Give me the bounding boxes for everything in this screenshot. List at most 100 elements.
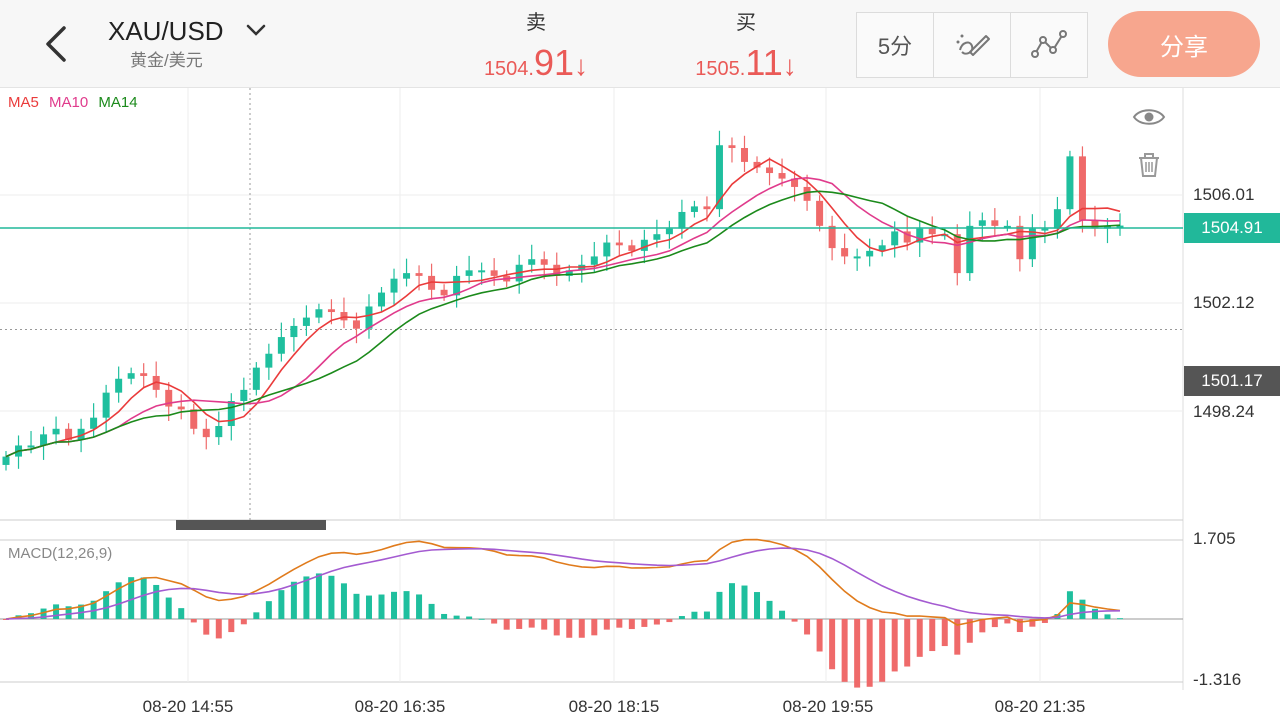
ma-legend: MA5 MA10 MA14 bbox=[8, 94, 144, 111]
candle-body bbox=[290, 325, 298, 338]
eye-icon[interactable] bbox=[1132, 104, 1166, 130]
macd-bar bbox=[403, 591, 410, 619]
macd-bar bbox=[53, 604, 60, 619]
macd-bar bbox=[766, 600, 773, 619]
macd-bar bbox=[3, 619, 9, 620]
macd-dif-line bbox=[5, 538, 1121, 626]
share-button[interactable]: 分享 bbox=[1108, 11, 1260, 77]
buy-quote[interactable]: 买 1505.11↓ bbox=[666, 6, 826, 84]
time-tick: 08-20 21:35 bbox=[994, 697, 1086, 716]
macd-bar bbox=[203, 619, 210, 635]
down-arrow-icon: ↓ bbox=[782, 50, 797, 81]
interval-button[interactable]: 5分 bbox=[857, 13, 934, 77]
macd-bar bbox=[466, 616, 473, 619]
buy-price: 1505.11↓ bbox=[695, 42, 797, 83]
indicator-button[interactable] bbox=[1011, 13, 1087, 77]
macd-bar bbox=[253, 612, 260, 619]
chevron-down-icon[interactable] bbox=[244, 20, 268, 40]
macd-bar bbox=[428, 603, 435, 619]
sell-quote[interactable]: 卖 1504.91↓ bbox=[456, 6, 616, 84]
candle-body bbox=[352, 320, 360, 329]
macd-bar bbox=[40, 608, 47, 619]
macd-bar bbox=[441, 613, 448, 619]
macd-bar bbox=[478, 618, 485, 620]
candle-body bbox=[841, 248, 849, 257]
macd-tick-top: 1.705 bbox=[1193, 529, 1236, 548]
candle-body bbox=[115, 378, 123, 393]
candle-body bbox=[828, 225, 836, 249]
time-tick: 08-20 18:15 bbox=[568, 697, 660, 716]
candle-body bbox=[378, 292, 386, 307]
candle-body bbox=[565, 270, 573, 276]
candle-body bbox=[252, 367, 260, 390]
macd-bar bbox=[553, 619, 560, 636]
macd-bar bbox=[378, 594, 385, 619]
candle-body bbox=[1078, 156, 1086, 221]
macd-dea-line bbox=[5, 547, 1121, 620]
macd-label: MACD(12,26,9) bbox=[8, 545, 113, 562]
macd-bar bbox=[491, 619, 498, 624]
macd-bar bbox=[278, 590, 285, 619]
macd-bar bbox=[328, 575, 335, 619]
macd-bar bbox=[215, 619, 222, 639]
macd-bar bbox=[516, 619, 523, 629]
macd-bar bbox=[503, 619, 510, 630]
macd-bar bbox=[691, 611, 698, 619]
candle-body bbox=[528, 259, 536, 265]
macd-bar bbox=[916, 619, 923, 657]
candle-body bbox=[240, 389, 248, 401]
candle-body bbox=[365, 306, 373, 329]
candle-body bbox=[40, 434, 48, 446]
ma14-line bbox=[5, 190, 1121, 458]
macd-bar bbox=[979, 619, 986, 633]
price-chart[interactable] bbox=[0, 88, 1280, 720]
candle-body bbox=[1003, 225, 1011, 228]
macd-bar bbox=[941, 619, 948, 647]
macd-bar bbox=[240, 619, 247, 625]
candle-body bbox=[966, 225, 974, 274]
macd-bar bbox=[791, 619, 798, 622]
macd-bar bbox=[365, 595, 372, 619]
legend-ma5: MA5 bbox=[8, 94, 39, 111]
draw-tool-button[interactable] bbox=[934, 13, 1011, 77]
candle-body bbox=[916, 228, 924, 243]
macd-bar bbox=[728, 583, 735, 619]
macd-bar bbox=[628, 619, 635, 630]
candle-body bbox=[615, 242, 623, 246]
macd-bar bbox=[165, 597, 172, 619]
candle-body bbox=[90, 417, 98, 429]
macd-bar bbox=[929, 619, 936, 652]
time-tick: 08-20 19:55 bbox=[782, 697, 874, 716]
candle-body bbox=[2, 456, 10, 465]
macd-bar bbox=[290, 581, 297, 619]
macd-bar bbox=[353, 593, 360, 619]
chart-toolbar: 5分 bbox=[856, 12, 1088, 78]
trash-icon[interactable] bbox=[1136, 152, 1162, 178]
macd-bar bbox=[153, 584, 160, 619]
candle-body bbox=[903, 231, 911, 243]
candle-body bbox=[327, 309, 335, 313]
candle-body bbox=[1116, 225, 1124, 228]
candle-body bbox=[465, 270, 473, 276]
candle-body bbox=[1053, 209, 1061, 229]
candle-body bbox=[215, 426, 223, 438]
candle-body bbox=[653, 234, 661, 240]
buy-label: 买 bbox=[736, 12, 756, 34]
symbol-title[interactable]: XAU/USD bbox=[108, 16, 224, 46]
macd-bar bbox=[190, 619, 197, 623]
macd-bar bbox=[591, 619, 598, 636]
top-bar: XAU/USD 黄金/美元 卖 1504.91↓ 买 1505.11↓ 5分 bbox=[0, 0, 1280, 88]
candle-body bbox=[928, 228, 936, 235]
back-arrow-icon[interactable] bbox=[36, 22, 76, 66]
candle-body bbox=[703, 206, 711, 210]
macd-bar bbox=[616, 619, 623, 628]
candle-body bbox=[265, 353, 273, 368]
line-chart-icon bbox=[1031, 30, 1067, 58]
macd-bar bbox=[816, 619, 823, 652]
macd-bar bbox=[703, 611, 710, 619]
candle-body bbox=[816, 200, 824, 226]
candle-body bbox=[127, 373, 135, 379]
candle-body bbox=[753, 161, 761, 168]
candle-body bbox=[866, 250, 874, 257]
candle-body bbox=[277, 337, 285, 354]
